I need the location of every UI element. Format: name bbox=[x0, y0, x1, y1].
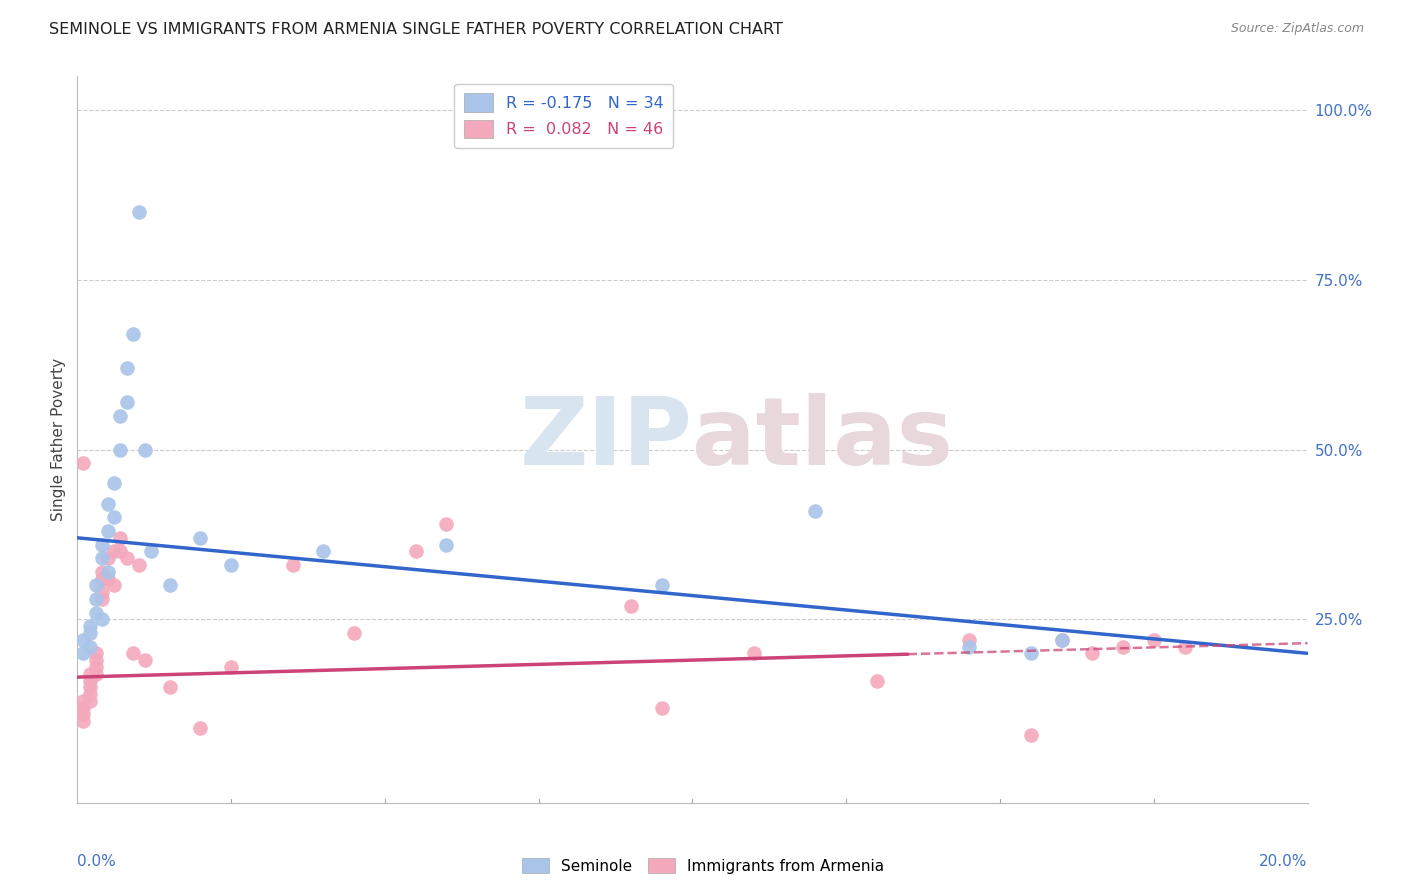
Point bbox=[1081, 646, 1104, 660]
Point bbox=[1019, 728, 1042, 742]
Point bbox=[188, 721, 212, 735]
Point bbox=[110, 544, 132, 558]
Point bbox=[110, 442, 132, 457]
Point bbox=[312, 544, 335, 558]
Point bbox=[103, 544, 125, 558]
Point bbox=[79, 666, 101, 681]
Point bbox=[90, 572, 114, 586]
Y-axis label: Single Father Poverty: Single Father Poverty bbox=[51, 358, 66, 521]
Point bbox=[72, 646, 94, 660]
Point bbox=[84, 591, 107, 606]
Point bbox=[115, 361, 138, 376]
Point bbox=[188, 531, 212, 545]
Point bbox=[957, 632, 980, 647]
Point bbox=[72, 694, 94, 708]
Point bbox=[79, 673, 101, 688]
Point bbox=[121, 326, 143, 341]
Point bbox=[141, 544, 163, 558]
Legend: Seminole, Immigrants from Armenia: Seminole, Immigrants from Armenia bbox=[516, 852, 890, 880]
Point bbox=[804, 503, 827, 517]
Point bbox=[72, 632, 94, 647]
Point bbox=[97, 565, 120, 579]
Point bbox=[651, 700, 673, 714]
Point bbox=[79, 640, 101, 654]
Point bbox=[79, 619, 101, 633]
Point bbox=[84, 646, 107, 660]
Point bbox=[436, 538, 458, 552]
Point bbox=[128, 204, 150, 219]
Point bbox=[1112, 640, 1135, 654]
Point bbox=[97, 497, 120, 511]
Legend: R = -0.175   N = 34, R =  0.082   N = 46: R = -0.175 N = 34, R = 0.082 N = 46 bbox=[454, 84, 673, 148]
Point bbox=[110, 531, 132, 545]
Point bbox=[134, 442, 156, 457]
Point bbox=[90, 612, 114, 626]
Text: Source: ZipAtlas.com: Source: ZipAtlas.com bbox=[1230, 22, 1364, 36]
Point bbox=[84, 578, 107, 592]
Point bbox=[134, 653, 156, 667]
Text: SEMINOLE VS IMMIGRANTS FROM ARMENIA SINGLE FATHER POVERTY CORRELATION CHART: SEMINOLE VS IMMIGRANTS FROM ARMENIA SING… bbox=[49, 22, 783, 37]
Point bbox=[159, 578, 181, 592]
Text: ZIP: ZIP bbox=[520, 393, 693, 485]
Point bbox=[957, 640, 980, 654]
Text: 20.0%: 20.0% bbox=[1260, 854, 1308, 869]
Point bbox=[121, 646, 143, 660]
Point bbox=[159, 681, 181, 695]
Point bbox=[103, 578, 125, 592]
Point bbox=[115, 395, 138, 409]
Point bbox=[1050, 632, 1073, 647]
Point bbox=[72, 707, 94, 722]
Point bbox=[79, 694, 101, 708]
Point bbox=[742, 646, 765, 660]
Point bbox=[219, 558, 242, 572]
Text: 0.0%: 0.0% bbox=[77, 854, 117, 869]
Point bbox=[405, 544, 427, 558]
Point bbox=[1019, 646, 1042, 660]
Point bbox=[84, 660, 107, 674]
Point bbox=[103, 476, 125, 491]
Point bbox=[79, 626, 101, 640]
Point bbox=[72, 714, 94, 729]
Point bbox=[281, 558, 304, 572]
Point bbox=[72, 456, 94, 470]
Point bbox=[103, 510, 125, 524]
Point bbox=[1174, 640, 1197, 654]
Point bbox=[90, 585, 114, 599]
Text: atlas: atlas bbox=[693, 393, 953, 485]
Point bbox=[72, 700, 94, 714]
Point bbox=[84, 606, 107, 620]
Point bbox=[79, 687, 101, 701]
Point bbox=[97, 572, 120, 586]
Point bbox=[343, 626, 366, 640]
Point bbox=[90, 591, 114, 606]
Point bbox=[90, 538, 114, 552]
Point bbox=[79, 681, 101, 695]
Point bbox=[1050, 632, 1073, 647]
Point bbox=[110, 409, 132, 423]
Point bbox=[84, 653, 107, 667]
Point bbox=[115, 551, 138, 566]
Point bbox=[90, 551, 114, 566]
Point bbox=[1143, 632, 1166, 647]
Point bbox=[128, 558, 150, 572]
Point bbox=[651, 578, 673, 592]
Point bbox=[436, 517, 458, 532]
Point bbox=[90, 565, 114, 579]
Point bbox=[219, 660, 242, 674]
Point bbox=[97, 524, 120, 538]
Point bbox=[620, 599, 643, 613]
Point bbox=[84, 666, 107, 681]
Point bbox=[97, 551, 120, 566]
Point bbox=[866, 673, 889, 688]
